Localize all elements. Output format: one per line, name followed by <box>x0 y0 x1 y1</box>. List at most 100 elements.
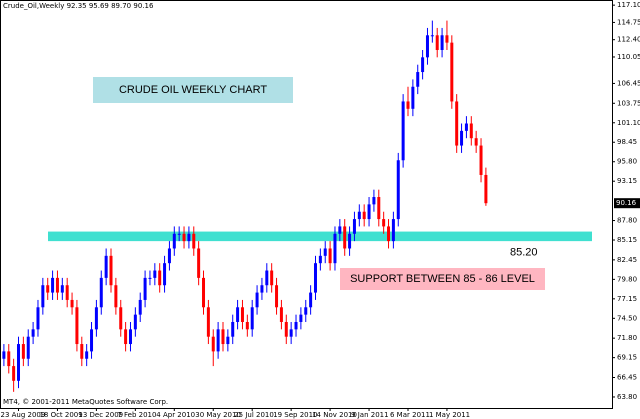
candle-body <box>445 35 449 43</box>
x-tick-label: 9 Jan 2011 <box>351 411 389 419</box>
candle-body <box>182 233 186 242</box>
candle-body <box>333 233 337 264</box>
candle-body <box>128 329 132 345</box>
candle-body <box>382 219 386 227</box>
candle-body <box>65 285 69 300</box>
candle-body <box>343 226 347 249</box>
candle-body <box>377 197 381 220</box>
candle-body <box>172 233 176 249</box>
plot-frame <box>0 0 613 409</box>
y-tick-label: 82.45 <box>617 256 637 264</box>
candle-body <box>85 351 89 359</box>
candle-body <box>270 270 274 286</box>
last-price-label: 90.16 <box>616 199 637 207</box>
candle-body <box>12 366 16 381</box>
annotation-box <box>93 77 293 103</box>
candle-body <box>138 299 142 315</box>
candle-body <box>197 248 201 278</box>
x-tick-label: 14 Nov 2010 <box>312 411 357 419</box>
candle-body <box>294 321 298 330</box>
candle-body <box>313 263 317 293</box>
candle-body <box>440 35 444 50</box>
y-tick-label: 110.05 <box>617 53 640 61</box>
candle-body <box>236 307 240 322</box>
y-tick-label: 77.15 <box>617 295 637 303</box>
candle-body <box>211 336 215 352</box>
candle-body <box>51 277 55 293</box>
candle-body <box>26 336 30 359</box>
candle-body <box>289 329 293 337</box>
candle-body <box>425 35 429 58</box>
candle-body <box>202 277 206 308</box>
footer: MT4, © 2001-2011 MetaQuotes Software Cor… <box>3 398 168 406</box>
x-tick-label: 18 Oct 2009 <box>39 411 82 419</box>
y-tick-label: 85.15 <box>617 236 637 244</box>
candle-body <box>216 329 220 352</box>
candle-body <box>411 86 415 109</box>
candle-body <box>309 292 313 308</box>
candle-body <box>260 285 264 293</box>
candle-body <box>396 160 400 220</box>
candle-body <box>148 277 152 279</box>
candle-body <box>275 285 279 308</box>
candle-body <box>206 307 210 337</box>
y-tick-label: 87.80 <box>617 217 637 225</box>
candle-body <box>352 219 356 234</box>
y-tick-label: 106.45 <box>617 79 640 87</box>
y-tick-label: 63.80 <box>617 393 637 401</box>
candle-body <box>187 233 191 242</box>
x-tick-label: 1 May 2011 <box>429 411 470 419</box>
x-tick-label: 7 Feb 2010 <box>117 411 156 419</box>
candle-body <box>421 57 425 73</box>
candle-body <box>109 255 113 286</box>
candle-body <box>430 35 434 37</box>
x-tick-label: 19 Sep 2010 <box>273 411 317 419</box>
candle-body <box>255 292 259 308</box>
candle-body <box>41 285 45 308</box>
annotation-box <box>340 268 545 290</box>
candle-body <box>158 270 162 286</box>
candle-body <box>328 248 332 264</box>
y-tick-label: 79.80 <box>617 275 637 283</box>
candle-body <box>460 130 464 146</box>
candle-body <box>231 321 235 337</box>
y-tick-label: 66.45 <box>617 373 637 381</box>
candle-body <box>17 344 21 381</box>
candle-body <box>36 307 40 330</box>
candle-body <box>387 226 391 242</box>
candle-body <box>70 299 74 308</box>
candle-body <box>367 204 371 220</box>
candle-body <box>323 248 327 256</box>
candle-body <box>484 174 488 204</box>
candle-body <box>348 233 352 249</box>
candle-body <box>80 344 84 359</box>
candle-body <box>124 329 128 345</box>
candle-body <box>479 145 483 175</box>
candle-body <box>99 277 103 308</box>
candle-body <box>90 329 94 352</box>
candle-body <box>279 307 283 322</box>
candle-body <box>318 255 322 264</box>
candle-body <box>265 270 269 286</box>
candle-body <box>455 101 459 146</box>
candle-body <box>167 248 171 264</box>
candle-body <box>338 226 342 234</box>
candle-body <box>94 307 98 330</box>
y-tick-label: 101.10 <box>617 119 640 127</box>
y-tick-label: 71.80 <box>617 334 637 342</box>
candle-body <box>2 351 6 359</box>
candle-body <box>401 101 405 161</box>
candle-body <box>226 336 230 345</box>
x-tick-label: 23 Aug 2009 <box>1 411 46 419</box>
candle-body <box>7 351 11 367</box>
candle-body <box>133 314 137 330</box>
x-tick-label: 30 May 2010 <box>195 411 241 419</box>
candle-body <box>75 307 79 345</box>
candle-body <box>60 285 64 293</box>
y-tick-label: 114.75 <box>617 18 640 26</box>
candle-body <box>435 35 439 50</box>
candle-body <box>221 329 225 345</box>
candle-body <box>362 211 366 220</box>
candle-body <box>391 219 395 242</box>
